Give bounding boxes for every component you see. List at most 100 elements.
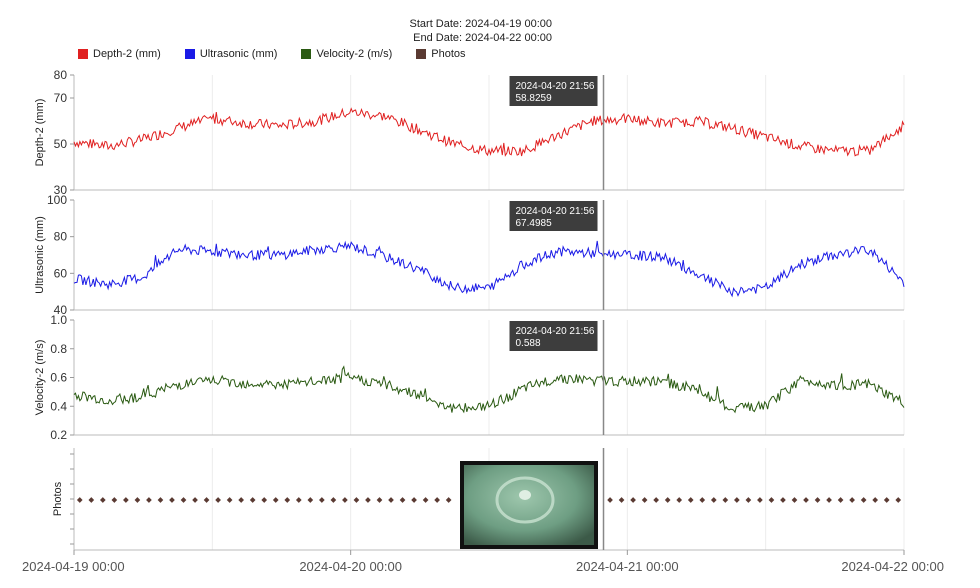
photo-pipe-center	[519, 490, 531, 500]
photo-marker	[618, 497, 625, 503]
photo-marker	[249, 497, 256, 503]
photo-marker	[768, 497, 775, 503]
photo-marker	[895, 497, 902, 503]
photo-marker	[860, 497, 867, 503]
photo-marker	[307, 497, 314, 503]
cursor-tooltip	[509, 201, 598, 231]
photo-marker	[780, 497, 786, 503]
photo-marker	[849, 497, 855, 503]
photo-marker	[676, 497, 683, 503]
photo-marker	[399, 497, 406, 503]
pipe-photo-thumbnail[interactable]	[460, 461, 598, 549]
cursor-tooltip	[509, 321, 598, 351]
series-line-2	[73, 365, 905, 414]
photo-marker	[826, 497, 832, 503]
legend-item-depth[interactable]: Depth-2 (mm)	[78, 48, 161, 60]
y-axis-label: Depth-2 (mm)	[34, 99, 46, 167]
cursor-tooltip-value: 67.4985	[516, 218, 553, 229]
chart-legend: Depth-2 (mm) Ultrasonic (mm) Velocity-2 …	[78, 48, 490, 60]
legend-swatch-photos	[416, 49, 427, 59]
photo-marker	[791, 497, 798, 503]
photo-marker	[111, 497, 118, 503]
photo-marker	[134, 497, 141, 503]
legend-item-ultrasonic[interactable]: Ultrasonic (mm)	[184, 48, 278, 60]
cursor-tooltip-value: 58.8259	[516, 93, 553, 104]
photo-marker	[353, 497, 360, 503]
photo-marker	[342, 497, 348, 503]
y-tick-label: 0.4	[50, 399, 67, 413]
photo-marker	[76, 497, 83, 503]
photo-marker	[803, 497, 809, 503]
y-axis-label: Velocity-2 (m/s)	[34, 340, 46, 416]
legend-label-photos: Photos	[431, 48, 466, 60]
photo-marker	[272, 497, 279, 503]
photo-marker	[376, 497, 383, 503]
photo-marker	[607, 497, 613, 503]
y-tick-label: 1.0	[50, 313, 67, 327]
x-tick-label: 2024-04-20 00:00	[299, 559, 402, 574]
photo-marker	[710, 497, 717, 503]
y-axis-label: Photos	[52, 481, 64, 516]
photo-marker	[422, 497, 429, 503]
photo-marker	[88, 497, 95, 503]
photo-marker	[814, 497, 821, 503]
legend-label-depth: Depth-2 (mm)	[93, 48, 161, 60]
chart-panel-photos: Photos 2024-04-19 00:00 2024-04-20 00:00 20…	[22, 448, 944, 574]
y-tick-label: 60	[54, 266, 68, 280]
photo-marker	[203, 497, 210, 503]
photo-marker	[699, 497, 706, 503]
photo-marker	[226, 497, 233, 503]
cursor-tooltip-time: 2024-04-20 21:56	[516, 206, 595, 217]
photo-marker	[745, 497, 752, 503]
chart-panel-2: 0.2 0.4 0.6 0.8 1.0 Velocity-2 (m/s) 2024-04-2…	[34, 313, 905, 442]
photo-marker	[215, 497, 221, 503]
legend-swatch-ultrasonic	[184, 49, 195, 59]
y-tick-label: 0.2	[50, 428, 67, 442]
legend-label-velocity: Velocity-2 (m/s)	[316, 48, 393, 60]
cursor-tooltip	[509, 76, 598, 106]
y-tick-label: 40	[54, 303, 68, 317]
photo-marker	[653, 497, 659, 503]
photo-marker	[630, 497, 636, 503]
photo-marker	[192, 497, 198, 503]
photo-marker	[445, 497, 452, 503]
photo-marker	[872, 497, 879, 503]
cursor-tooltip-time: 2024-04-20 21:56	[516, 81, 595, 92]
legend-item-velocity[interactable]: Velocity-2 (m/s)	[301, 48, 392, 60]
photo-marker	[837, 497, 844, 503]
photo-marker	[169, 497, 175, 503]
photo-marker	[883, 497, 890, 503]
photo-marker	[388, 497, 394, 503]
photo-marker	[434, 497, 440, 503]
y-tick-label: 30	[54, 183, 68, 197]
cursor-tooltip-time: 2024-04-20 21:56	[516, 326, 595, 337]
photo-marker	[146, 497, 152, 503]
y-tick-label: 80	[54, 230, 68, 244]
legend-swatch-velocity	[301, 49, 312, 59]
legend-label-ultrasonic: Ultrasonic (mm)	[199, 48, 278, 60]
legend-swatch-depth	[78, 49, 88, 59]
y-tick-label: 0.8	[50, 342, 67, 356]
photo-pipe-ring	[495, 476, 555, 524]
y-tick-label: 50	[54, 137, 68, 151]
photo-marker	[641, 497, 648, 503]
chart-panel-0: 30 50 70 80 Depth-2 (mm) 2024-04-20 21:5658.8…	[34, 68, 905, 197]
photo-marker	[99, 497, 106, 503]
y-tick-label: 70	[54, 91, 68, 105]
photo-marker	[123, 497, 129, 503]
photo-marker	[330, 497, 337, 503]
x-tick-label: 2024-04-22 00:00	[841, 559, 944, 574]
photo-marker	[295, 497, 302, 503]
y-tick-label: 0.6	[50, 371, 67, 385]
legend-item-photos[interactable]: Photos	[416, 48, 466, 60]
photo-marker	[664, 497, 671, 503]
photo-marker	[757, 497, 763, 503]
series-line-0	[73, 107, 905, 157]
photo-marker	[238, 497, 244, 503]
end-date-label: End Date: 2024-04-22 00:00	[413, 32, 552, 44]
y-tick-label: 100	[47, 193, 67, 207]
x-tick-label: 2024-04-21 00:00	[576, 559, 679, 574]
